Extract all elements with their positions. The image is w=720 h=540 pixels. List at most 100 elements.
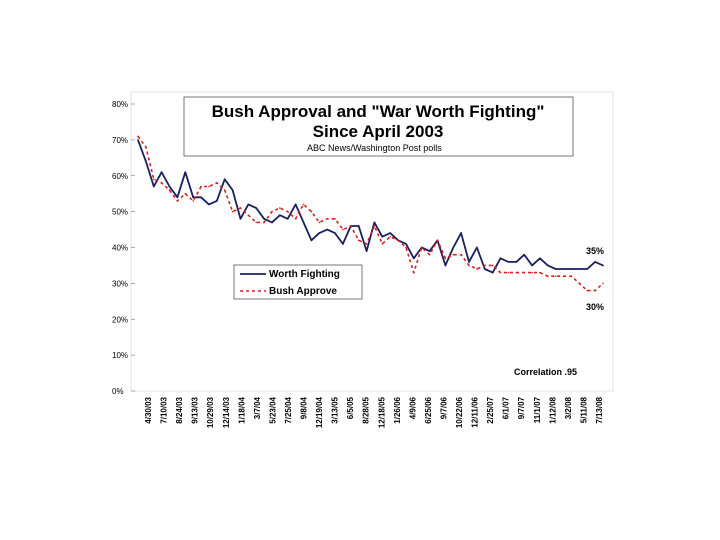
x-tick-label: 5/23/04 — [268, 396, 277, 423]
data-point — [342, 228, 344, 231]
y-tick-label: 50% — [112, 208, 128, 217]
x-tick-label: 1/18/04 — [237, 396, 246, 423]
legend-frame — [233, 264, 363, 300]
legend: Worth Fighting Bush Approve — [233, 264, 363, 300]
x-tick-label: 1/26/06 — [393, 396, 402, 423]
y-tick-label: 40% — [112, 244, 128, 253]
data-point — [531, 271, 533, 274]
data-point — [452, 246, 455, 249]
data-point — [208, 203, 210, 206]
data-point — [223, 189, 226, 191]
data-point — [137, 139, 139, 141]
chart-title: Bush Approval and "War Worth Fighting" — [212, 102, 545, 121]
series-layer — [137, 135, 604, 292]
y-tick-label: 20% — [112, 315, 128, 324]
data-point — [602, 282, 604, 285]
data-point — [263, 221, 265, 224]
data-point — [137, 135, 139, 138]
data-point — [562, 268, 565, 270]
data-point — [420, 246, 423, 249]
x-tick-label: 10/22/06 — [455, 396, 464, 428]
data-point — [176, 200, 179, 202]
data-point — [318, 221, 321, 224]
x-tick-label: 9/7/07 — [517, 396, 526, 419]
data-point — [515, 261, 518, 263]
data-point — [397, 239, 399, 242]
data-point — [578, 268, 581, 270]
data-point — [342, 243, 344, 245]
data-point — [247, 203, 250, 206]
x-tick-label: 7/13/08 — [595, 396, 604, 423]
x-tick-label: 2/25/07 — [486, 396, 495, 423]
data-point — [176, 196, 179, 199]
x-tick-label: 3/7/04 — [253, 396, 262, 419]
annotation-worth-end: 35% — [586, 246, 604, 256]
data-point — [389, 235, 392, 238]
y-axis: 0% 10% 20% 30% 40% 50% 60% 70% 80% — [112, 100, 135, 396]
data-point — [452, 253, 455, 256]
data-point — [373, 221, 376, 224]
data-point — [152, 185, 155, 188]
data-point — [349, 225, 352, 227]
data-point — [531, 264, 533, 267]
data-point — [570, 275, 573, 278]
data-point — [208, 185, 210, 188]
data-point — [255, 207, 258, 209]
data-point — [586, 289, 589, 292]
data-point — [326, 228, 328, 231]
x-tick-label: 4/9/06 — [408, 396, 417, 419]
x-tick-label: 3/13/05 — [331, 396, 340, 423]
data-point — [216, 182, 218, 184]
x-tick-label: 9/13/03 — [191, 396, 200, 423]
x-tick-label: 10/29/03 — [206, 396, 215, 428]
data-point — [310, 239, 313, 242]
data-point — [578, 282, 581, 285]
data-point — [184, 192, 187, 195]
x-tick-label: 12/19/04 — [315, 396, 324, 428]
y-tick-label: 70% — [112, 136, 128, 145]
legend-label-approve: Bush Approve — [269, 286, 337, 297]
data-point — [145, 146, 147, 148]
data-point — [365, 243, 368, 245]
data-point — [231, 189, 234, 191]
data-point — [602, 264, 604, 267]
legend-label-worth: Worth Fighting — [269, 269, 340, 280]
data-point — [223, 178, 226, 181]
data-point — [200, 196, 202, 199]
data-point — [547, 275, 549, 278]
x-tick-label: 7/25/04 — [284, 396, 293, 423]
data-point — [373, 225, 376, 227]
annotation-correlation: Correlation .95 — [514, 367, 577, 377]
data-point — [539, 257, 541, 260]
data-point — [302, 203, 305, 206]
data-point — [294, 203, 297, 206]
y-tick-label: 60% — [112, 172, 128, 181]
plot-frame — [130, 91, 614, 392]
data-point — [247, 214, 250, 217]
data-point — [515, 271, 518, 274]
data-point — [334, 218, 336, 220]
x-tick-label: 8/24/03 — [175, 396, 184, 423]
x-tick-label: 12/11/06 — [471, 396, 480, 427]
data-point — [216, 200, 218, 202]
series-line-bush-approve — [137, 135, 604, 292]
data-point — [405, 243, 407, 245]
data-point — [562, 275, 565, 278]
data-point — [468, 264, 470, 267]
data-point — [586, 268, 589, 270]
data-point — [184, 171, 187, 173]
data-point — [491, 271, 494, 274]
data-point — [444, 257, 447, 260]
series-line-worth-fighting — [137, 139, 604, 274]
data-point — [460, 253, 462, 256]
data-point — [570, 268, 573, 270]
data-point — [310, 210, 313, 213]
x-axis: 4/30/03 7/10/03 8/24/03 9/13/03 10/29/03 12/1… — [144, 396, 604, 428]
title-box-frame — [183, 96, 574, 157]
data-point — [523, 253, 525, 256]
data-point — [428, 250, 431, 252]
x-tick-label: 9/7/06 — [439, 396, 448, 419]
data-point — [160, 182, 163, 184]
data-point — [491, 264, 494, 267]
x-tick-label: 7/10/03 — [160, 396, 169, 423]
